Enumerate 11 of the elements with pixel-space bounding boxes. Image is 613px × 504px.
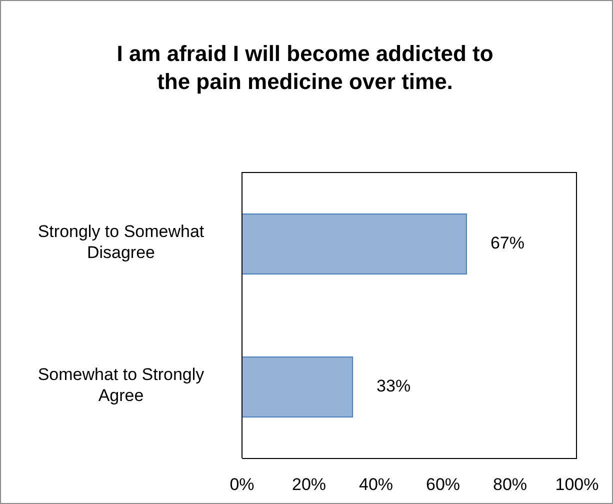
y-tick-label: Somewhat to Strongly Agree <box>38 365 205 406</box>
x-tick-label: 100% <box>555 475 599 494</box>
x-tick-label: 80% <box>492 475 528 494</box>
data-label: 33% <box>376 376 411 396</box>
x-tick-label: 60% <box>426 475 460 494</box>
y-tick-label: Strongly to Somewhat Disagree <box>38 222 204 262</box>
x-tick-label: 40% <box>358 475 394 494</box>
chart-title: I am afraid I will become addicted to the pain medicine over time. <box>116 40 494 96</box>
data-label: 67% <box>490 233 524 252</box>
x-tick-label: 20% <box>292 475 326 494</box>
x-tick-label: 0% <box>230 475 254 494</box>
